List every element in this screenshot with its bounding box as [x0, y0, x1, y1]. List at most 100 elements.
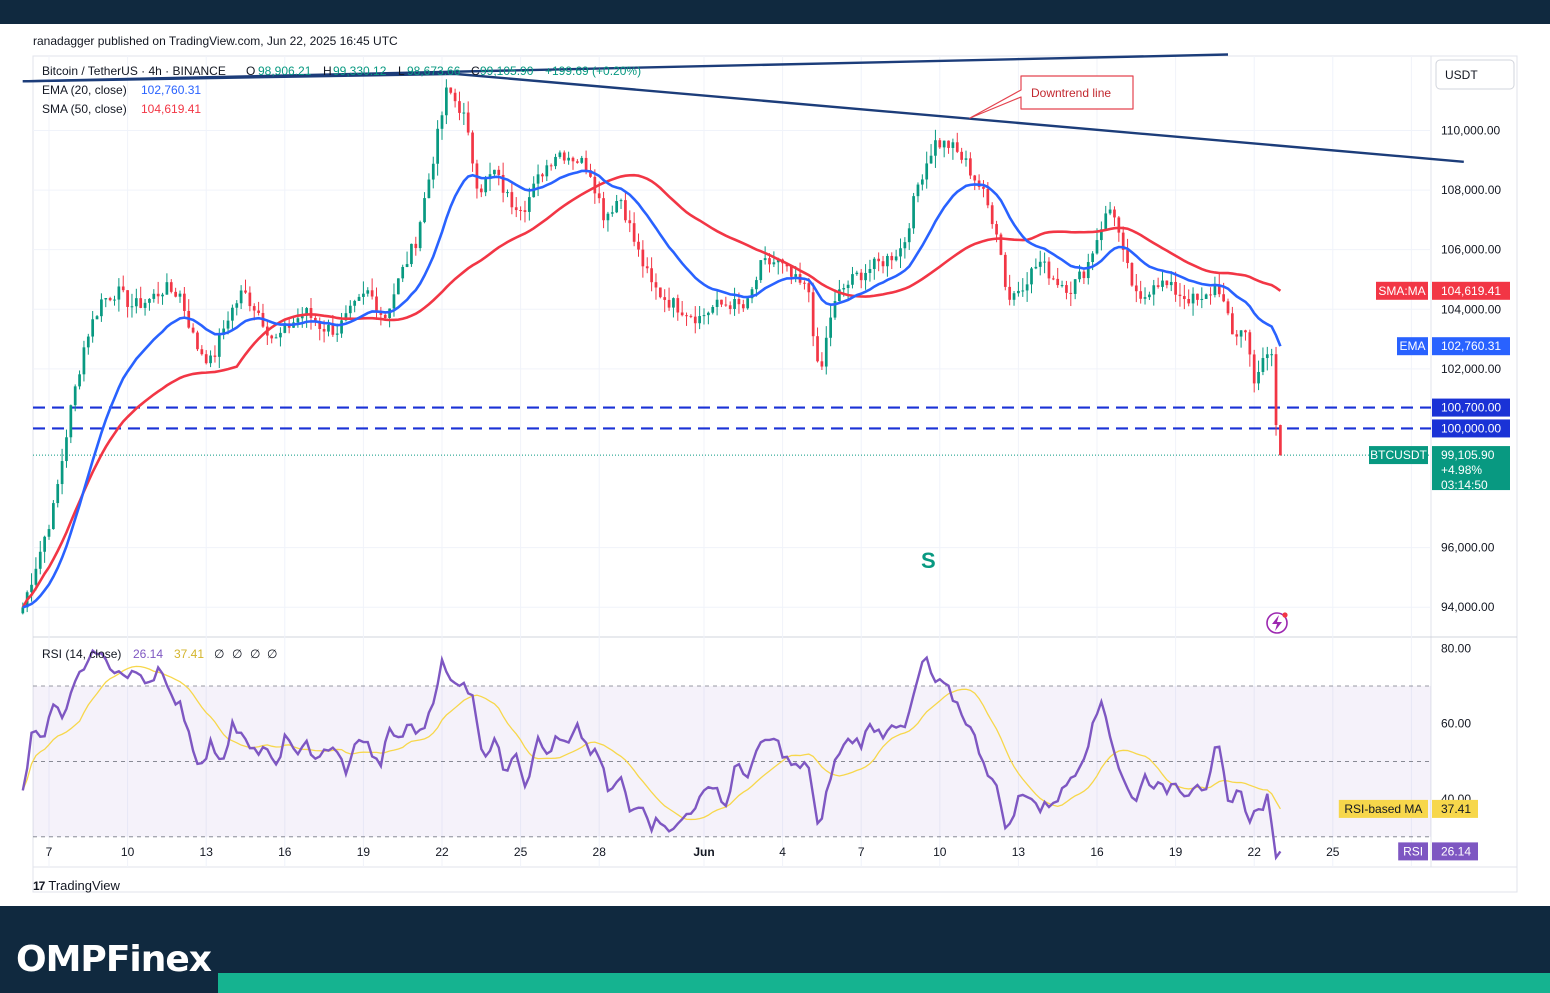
- sma-50-line: [21, 173, 1282, 608]
- candle-body: [204, 354, 208, 364]
- candle-body: [56, 484, 60, 504]
- candle-body: [877, 258, 881, 262]
- candle-body: [920, 179, 924, 185]
- price-tag-value: 102,760.31: [1441, 339, 1501, 353]
- candle-body: [1134, 285, 1138, 292]
- candle-body: [501, 174, 505, 193]
- top-bar: [0, 0, 1550, 24]
- candle-body: [213, 355, 217, 357]
- candle-body: [680, 312, 684, 316]
- price-chart[interactable]: 110,000.00 108,000.00 106,000.00 104,000.00…: [0, 24, 1550, 906]
- rsi-line: [21, 648, 1282, 861]
- candle-body: [685, 315, 688, 317]
- candle-body: [1078, 271, 1081, 280]
- candle-body: [610, 212, 614, 214]
- rsi-tag-name-box: [1398, 842, 1428, 861]
- candle-body: [440, 115, 444, 129]
- candle-body: [134, 298, 138, 307]
- candle-body: [789, 266, 793, 277]
- candle-body: [449, 87, 453, 93]
- currency-label: USDT: [1445, 68, 1478, 82]
- legend: Bitcoin / TetherUS · 4h · BINANCE O 98,9…: [42, 64, 641, 661]
- candle-body: [209, 355, 212, 364]
- candle-body: [226, 320, 230, 329]
- price-tick-label: 102,000.00: [1441, 362, 1501, 376]
- downtrend-callout: Downtrend line: [969, 75, 1134, 119]
- candle-body: [886, 255, 889, 267]
- candle-body: [506, 192, 509, 194]
- candle-body: [340, 320, 343, 334]
- candle-body: [881, 261, 885, 267]
- candle-body: [73, 386, 77, 406]
- candle-body: [929, 155, 933, 164]
- candle-body: [545, 165, 549, 177]
- candle-body: [69, 405, 73, 438]
- candle-body: [270, 335, 274, 339]
- price-tags: 100,700.00 100,000.00 104,619.41 SMA:MA 102,…: [1338, 281, 1510, 861]
- candle-body: [1025, 284, 1029, 291]
- candle-body: [300, 315, 304, 319]
- candle-body: [519, 210, 522, 212]
- candle-body: [78, 374, 81, 387]
- symbol-line: Bitcoin / TetherUS · 4h · BINANCE: [42, 64, 226, 78]
- candle-body: [47, 529, 51, 537]
- candle-body: [1139, 291, 1143, 299]
- price-tick-label: 104,000.00: [1441, 302, 1501, 316]
- price-tick-label: 110,000.00: [1441, 123, 1500, 137]
- candle-body: [200, 349, 204, 355]
- candle-body: [973, 175, 977, 181]
- candle-body: [1265, 354, 1269, 359]
- candle-body: [1204, 294, 1208, 299]
- candle-body: [1091, 253, 1094, 263]
- price-tag-name: EMA: [1399, 339, 1425, 353]
- candle-body: [562, 152, 566, 161]
- currency-selector[interactable]: USDT: [1435, 59, 1515, 90]
- candle-body: [248, 292, 252, 307]
- candle-body: [632, 223, 636, 242]
- candle-body: [1126, 249, 1129, 264]
- time-tick-label: 4: [779, 845, 786, 859]
- candle-body: [322, 328, 326, 332]
- candle-body: [1270, 354, 1274, 356]
- candle-body: [91, 319, 95, 337]
- downtrend-label: Downtrend line: [1031, 86, 1111, 100]
- candle-body: [427, 179, 431, 199]
- candle-body: [165, 282, 169, 295]
- horizontal-levels: [33, 406, 1431, 456]
- high-label: H: [323, 64, 332, 78]
- lightning-icon[interactable]: [1266, 612, 1288, 634]
- candle-body: [65, 437, 68, 462]
- candle-body: [942, 140, 946, 148]
- candle-body: [126, 290, 129, 307]
- candle-body: [191, 327, 195, 333]
- ompfinex-logo: OMPFinex: [16, 939, 212, 980]
- candle-body: [178, 293, 182, 297]
- rsi-legend-name: RSI (14, close): [42, 647, 121, 661]
- candle-body: [672, 298, 675, 308]
- candle-body: [370, 290, 374, 297]
- candle-body: [514, 207, 518, 211]
- candle-body: [235, 303, 239, 308]
- moving-averages: [21, 169, 1282, 609]
- rsi-legend-value: 26.14: [133, 647, 163, 661]
- candle-body: [497, 169, 501, 175]
- candle-body: [916, 184, 920, 197]
- candle-body: [737, 299, 741, 305]
- candle-body: [314, 317, 317, 323]
- candle-body: [602, 198, 605, 221]
- low-label: L: [398, 64, 405, 78]
- candle-body: [1056, 278, 1060, 286]
- chart-border: [32, 55, 1518, 893]
- candle-body: [829, 317, 832, 338]
- candle-body: [405, 264, 409, 267]
- candle-body: [152, 293, 156, 299]
- time-tick-label: 10: [933, 845, 947, 859]
- candle-body: [357, 296, 361, 301]
- candle-body: [1012, 293, 1016, 300]
- candle-body: [1182, 296, 1186, 300]
- candle-body: [676, 298, 680, 313]
- candle-body: [1113, 209, 1116, 218]
- candle-body: [1174, 281, 1177, 295]
- candle-body: [108, 298, 112, 301]
- candle-body: [331, 324, 335, 335]
